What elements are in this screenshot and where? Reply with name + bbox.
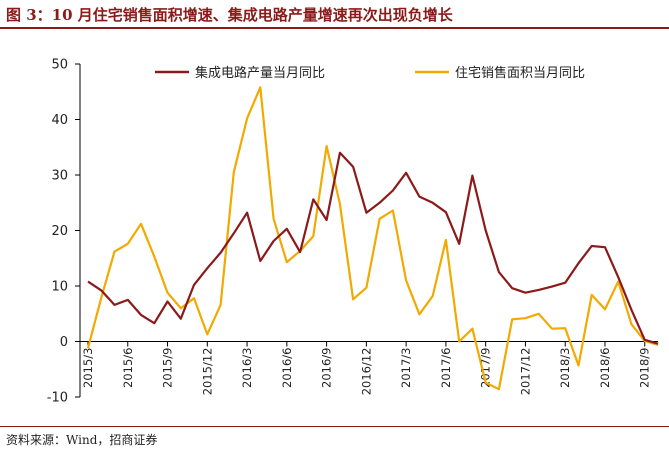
x-tick-label: 2016/6	[280, 348, 294, 388]
source-note: 资料来源：Wind，招商证券	[6, 433, 158, 447]
y-tick-label: 10	[51, 280, 68, 295]
x-tick-label: 2015/3	[81, 348, 95, 388]
x-tick-label: 2017/12	[518, 348, 532, 396]
x-tick-label: 2018/6	[598, 348, 612, 388]
x-tick-label: 2016/3	[240, 348, 254, 388]
y-tick-label: 30	[51, 169, 68, 184]
series-line-2	[86, 86, 659, 391]
y-tick-label: 40	[51, 113, 68, 128]
footer-divider	[0, 426, 669, 427]
title-divider	[0, 27, 669, 29]
x-tick-label: 2018/9	[638, 348, 652, 388]
legend-label-1: 集成电路产量当月同比	[195, 65, 325, 81]
x-tick-label: 2018/3	[558, 348, 572, 388]
x-tick-label: 2017/3	[399, 348, 413, 388]
y-tick-label: -10	[47, 391, 68, 406]
x-tick-label: 2017/9	[479, 348, 493, 388]
legend-label-2: 住宅销售面积当月同比	[455, 65, 585, 81]
x-tick-label: 2015/12	[200, 348, 214, 396]
x-tick-label: 2015/9	[161, 348, 175, 388]
x-tick-label: 2016/12	[359, 348, 373, 396]
y-tick-label: 50	[51, 58, 68, 73]
x-tick-label: 2016/9	[320, 348, 334, 388]
y-tick-label: 0	[60, 335, 68, 350]
series-line-1	[87, 151, 659, 345]
x-tick-label: 2015/6	[121, 348, 135, 388]
x-tick-label: 2017/6	[439, 348, 453, 388]
y-tick-label: 20	[51, 224, 68, 239]
chart-title: 图 3：10 月住宅销售面积增速、集成电路产量增速再次出现负增长	[6, 6, 453, 24]
